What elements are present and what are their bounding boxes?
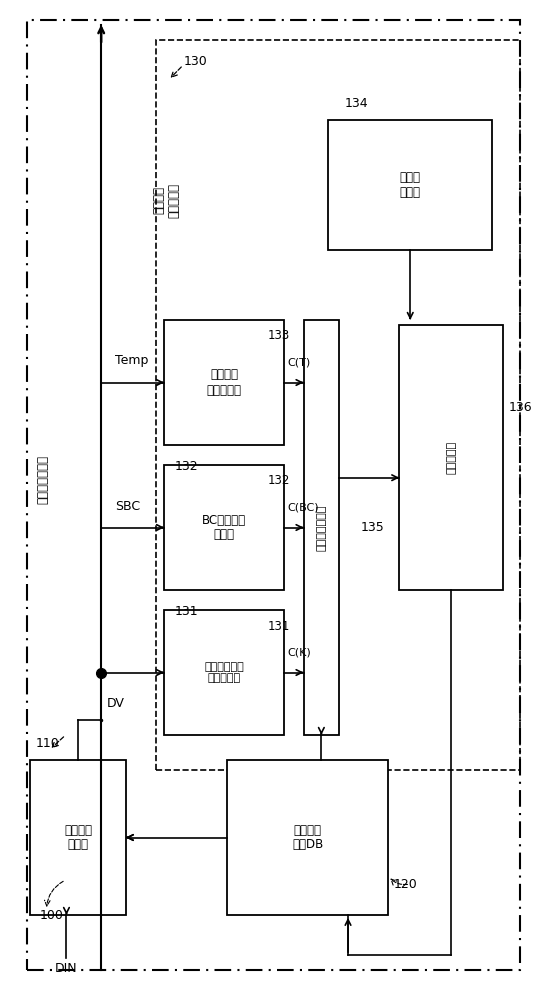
Text: 134: 134 (345, 97, 368, 110)
Text: 灰度等级修正
系数计算部: 灰度等级修正 系数计算部 (205, 662, 244, 683)
Text: 图像劣化
修正部: 图像劣化 修正部 (64, 824, 92, 852)
Text: 劣化量
増量表: 劣化量 増量表 (400, 171, 421, 199)
Text: C(K): C(K) (287, 648, 311, 658)
Bar (156, 40, 520, 770)
Text: 经时劣化
总量更新部: 经时劣化 总量更新部 (153, 182, 181, 218)
Text: 133: 133 (268, 329, 290, 342)
Bar (164, 610, 284, 735)
Text: C(BC): C(BC) (287, 502, 319, 512)
Text: 120: 120 (394, 878, 417, 890)
Text: 136: 136 (509, 401, 532, 414)
Text: 劣化补偿处理部: 劣化补偿处理部 (36, 456, 49, 504)
Text: C(T): C(T) (287, 357, 311, 367)
Bar (30, 760, 126, 915)
Text: 劣化增量计算部: 劣化增量计算部 (316, 504, 327, 551)
Text: 经时劣化
总量DB: 经时劣化 总量DB (292, 824, 323, 852)
Text: 135: 135 (361, 521, 385, 534)
Text: 数据更新部: 数据更新部 (446, 441, 456, 474)
Bar (304, 320, 339, 735)
Text: DIN: DIN (55, 962, 78, 975)
Bar (164, 465, 284, 590)
Text: BC修正系数
计算部: BC修正系数 计算部 (202, 514, 246, 542)
Bar (164, 320, 284, 445)
Text: 130: 130 (183, 55, 207, 68)
Text: Temp: Temp (115, 354, 148, 367)
Text: 110: 110 (36, 737, 59, 750)
Text: SBC: SBC (115, 499, 140, 512)
Text: 132: 132 (268, 475, 290, 488)
Text: 131: 131 (268, 619, 290, 633)
Bar (227, 760, 388, 915)
Bar (399, 325, 503, 590)
Text: 100: 100 (39, 909, 63, 922)
Text: 132: 132 (175, 460, 199, 473)
Text: 温度修正
系数计算部: 温度修正 系数计算部 (207, 368, 242, 396)
Text: 131: 131 (175, 605, 199, 618)
Text: DV: DV (107, 697, 125, 710)
Bar (328, 120, 492, 250)
